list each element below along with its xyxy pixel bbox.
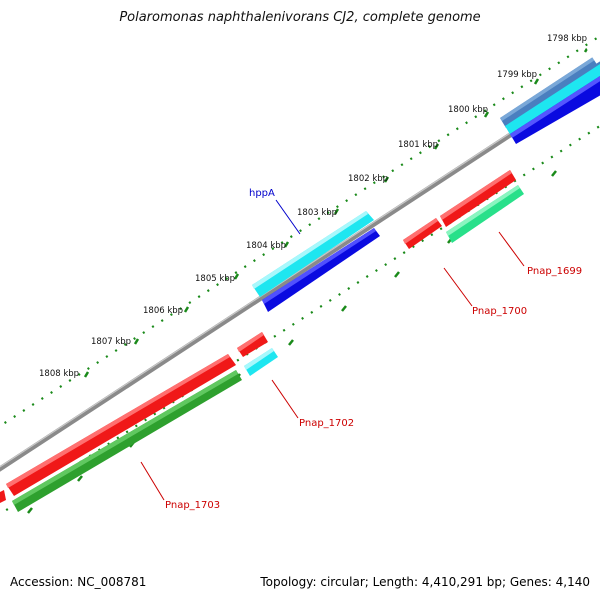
tick-label-1806: 1806 kbp bbox=[143, 306, 183, 316]
gene-Pnap-1702-red[interactable] bbox=[237, 332, 268, 357]
gene-Pnap-1699-red-shade bbox=[440, 170, 512, 220]
inner-tick-ring bbox=[0, 124, 600, 516]
gene-Pnap-1703-green-shade bbox=[12, 370, 238, 505]
gene-label-Pnap-1702[interactable]: Pnap_1702 bbox=[299, 418, 354, 429]
tick-label-1799: 1799 kbp bbox=[497, 70, 537, 80]
gene-blue-mid-shade bbox=[262, 228, 376, 304]
tick-label-1802: 1802 kbp bbox=[348, 174, 388, 184]
gene-Pnap-1700-red[interactable] bbox=[403, 218, 442, 249]
tick-label-1804: 1804 kbp bbox=[246, 241, 286, 251]
gene-red-left-fragment[interactable] bbox=[0, 490, 6, 504]
genome-summary-text: Topology: circular; Length: 4,410,291 bp… bbox=[260, 575, 590, 589]
gene-label-Pnap-1703[interactable]: Pnap_1703 bbox=[165, 500, 220, 511]
gene-blue-top-shade bbox=[510, 76, 600, 138]
gene-label-hppA[interactable]: hppA bbox=[249, 188, 275, 199]
gene-Pnap-1700-red-shade bbox=[403, 218, 438, 244]
outer-major-ticks bbox=[83, 46, 590, 378]
gene-Pnap-1699-green[interactable] bbox=[446, 185, 524, 243]
gene-Pnap-1702-red-shade bbox=[237, 332, 264, 352]
gene-steel-top[interactable] bbox=[500, 55, 600, 128]
gene-label-Pnap-1700[interactable]: Pnap_1700 bbox=[472, 306, 527, 317]
gene-labels: hppA Pnap_1699 Pnap_1700 Pnap_1702 Pnap_… bbox=[165, 188, 582, 511]
gene-steel-top-shade bbox=[500, 55, 598, 121]
tick-labels: 1798 kbp 1799 kbp 1800 kbp 1801 kbp 1802… bbox=[39, 34, 587, 379]
gene-cyan-top[interactable] bbox=[505, 64, 600, 136]
tick-label-1801: 1801 kbp bbox=[398, 140, 438, 150]
gene-Pnap-1703-red-shade bbox=[6, 354, 230, 488]
gene-Pnap-1699-red[interactable] bbox=[440, 170, 516, 227]
gene-hppA-highlight bbox=[252, 211, 368, 289]
gene-Pnap-1703-red[interactable] bbox=[6, 354, 236, 496]
gene-white-top bbox=[585, 40, 600, 64]
gene-blue-mid[interactable] bbox=[262, 228, 380, 312]
tick-label-1808: 1808 kbp bbox=[39, 369, 79, 379]
tick-label-1803: 1803 kbp bbox=[297, 208, 337, 218]
tick-label-1798: 1798 kbp bbox=[547, 34, 587, 44]
gene-Pnap-1699-green-shade bbox=[446, 185, 520, 236]
label-leader-lines bbox=[140, 199, 525, 501]
gene-Pnap-1703-green[interactable] bbox=[12, 370, 242, 512]
tick-label-1800: 1800 kbp bbox=[448, 105, 488, 115]
gene-label-Pnap-1699[interactable]: Pnap_1699 bbox=[527, 266, 582, 277]
gene-hppA[interactable] bbox=[252, 211, 374, 297]
gene-Pnap-1702-cyan[interactable] bbox=[244, 348, 278, 376]
genome-title: Polaromonas naphthalenivorans CJ2, compl… bbox=[119, 10, 481, 25]
gene-Pnap-1702-cyan-shade bbox=[244, 348, 274, 370]
tick-label-1807: 1807 kbp bbox=[91, 337, 131, 347]
accession-text: Accession: NC_008781 bbox=[10, 575, 147, 589]
tick-label-1805: 1805 kbp bbox=[195, 274, 235, 284]
